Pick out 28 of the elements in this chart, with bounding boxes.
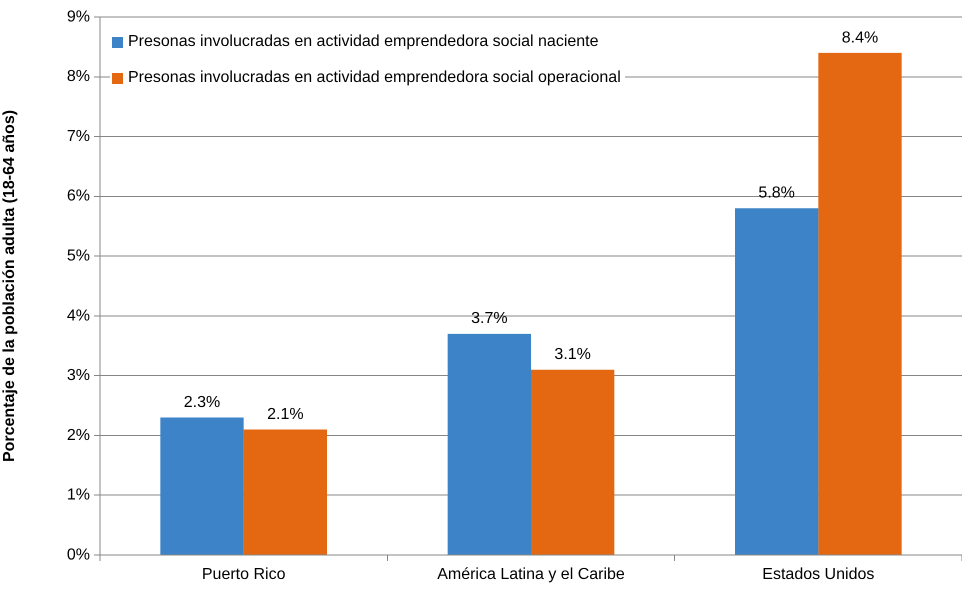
y-tick-label: 3% — [66, 367, 90, 384]
bar — [244, 429, 327, 554]
legend-label: Presonas involucradas en actividad emprendedora social operacional — [128, 69, 621, 87]
y-tick-label: 4% — [66, 307, 90, 324]
y-tick-label: 1% — [66, 486, 90, 504]
text: 5.8% — [758, 184, 795, 202]
bar — [448, 334, 531, 554]
y-tick-label: 0% — [66, 546, 90, 564]
text: 3.1% — [554, 346, 591, 364]
bar — [818, 52, 902, 554]
text: 8.4% — [842, 29, 878, 46]
y-tick-label: 5% — [66, 248, 90, 265]
y-tick-label: 9% — [66, 8, 90, 26]
y-tick-label: 6% — [66, 188, 90, 205]
bar — [735, 208, 818, 554]
y-tick-label: 8% — [66, 68, 90, 86]
text: 2.3% — [184, 394, 220, 411]
text: 3.7% — [471, 310, 508, 328]
y-tick-label: 2% — [66, 426, 90, 444]
x-tick-label: América Latina y el Caribe — [437, 566, 625, 584]
x-tick-label: Estados Unidos — [762, 566, 874, 584]
y-tick-label: 7% — [66, 128, 90, 145]
y-axis-title: Porcentaje de la población adulta (18-64 años) — [1, 110, 18, 462]
x-tick-label: Puerto Rico — [202, 566, 286, 584]
legend-label: Presonas involucradas en actividad emprendedora social naciente — [128, 33, 599, 51]
bar — [160, 418, 244, 554]
bar — [531, 370, 614, 554]
text: 2.1% — [267, 406, 304, 423]
